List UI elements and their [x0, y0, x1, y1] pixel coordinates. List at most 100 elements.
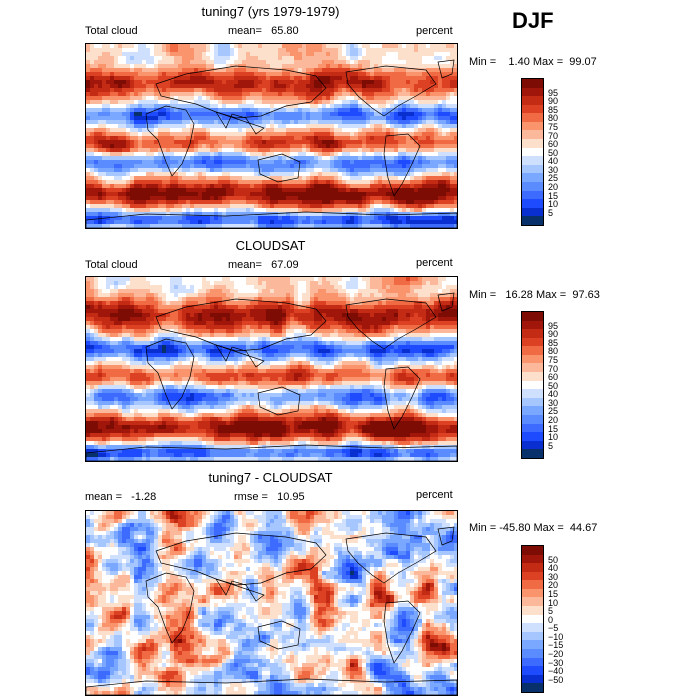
colorbar-swatch — [522, 329, 543, 338]
colorbar-tick-label: 0 — [548, 614, 554, 625]
colorbar-swatch — [522, 554, 543, 564]
colorbar-swatch — [522, 79, 543, 88]
colorbar-tick-label: 60 — [548, 372, 559, 383]
colorbar-swatch — [522, 104, 543, 114]
colorbar-tick-label: 70 — [548, 363, 559, 374]
colorbar-swatch — [522, 113, 543, 122]
panel-2-units-label: percent — [416, 257, 453, 269]
colorbar-tick-label: 40 — [548, 389, 559, 400]
panel-1-title: tuning7 (yrs 1979-1979) — [201, 4, 340, 19]
colorbar-swatch — [522, 207, 543, 217]
colorbar-swatch — [522, 312, 543, 321]
colorbar-tick-label: 10 — [548, 432, 559, 443]
colorbar-swatch — [522, 96, 543, 105]
coastline — [257, 153, 301, 183]
panel-2-colorbar — [521, 311, 544, 459]
colorbar-swatch — [522, 648, 543, 658]
colorbar-tick-label: 30 — [548, 397, 559, 408]
panel-2-minmax: Min = 16.28 Max = 97.63 — [469, 289, 600, 301]
map-field — [86, 44, 457, 228]
coastline — [86, 211, 457, 228]
colorbar-swatch — [522, 181, 543, 191]
colorbar-tick-label: 25 — [548, 406, 559, 417]
colorbar-tick-label: 50 — [548, 147, 559, 158]
coastline — [145, 572, 195, 644]
colorbar-swatch — [522, 139, 543, 148]
coastline — [155, 65, 327, 119]
coastline — [155, 532, 327, 586]
colorbar-tick-label: 40 — [548, 156, 559, 167]
colorbar-tick-label: −5 — [548, 623, 559, 634]
colorbar-swatch — [522, 346, 543, 355]
colorbar-swatch — [522, 571, 543, 581]
panel-1-map — [85, 43, 458, 229]
colorbar-swatch — [522, 563, 543, 572]
colorbar-swatch — [522, 657, 543, 667]
colorbar-swatch — [522, 372, 543, 381]
panel-3-mean-label: mean = -1.28 — [85, 491, 157, 503]
colorbar-tick-label: 20 — [548, 415, 559, 426]
coastline — [345, 298, 437, 350]
colorbar-tick-label: 5 — [548, 207, 554, 218]
colorbar-tick-label: 30 — [548, 571, 559, 582]
colorbar-swatch — [522, 449, 543, 458]
colorbar-swatch — [522, 190, 543, 200]
colorbar-tick-label: 20 — [548, 580, 559, 591]
colorbar-tick-label: 75 — [548, 354, 559, 365]
colorbar-swatch — [522, 623, 543, 632]
colorbar-swatch — [522, 406, 543, 415]
coastline — [86, 678, 457, 695]
coastline — [437, 59, 455, 79]
colorbar-swatch — [522, 614, 543, 624]
colorbar-tick-label: 15 — [548, 588, 559, 599]
panel-1-variable-label: Total cloud — [85, 25, 138, 37]
colorbar-tick-label: 70 — [548, 130, 559, 141]
colorbar-swatch — [522, 606, 543, 615]
colorbar-tick-label: 50 — [548, 554, 559, 565]
coastline — [145, 338, 195, 410]
colorbar-swatch — [522, 147, 543, 157]
colorbar-tick-label: 60 — [548, 139, 559, 150]
colorbar-tick-label: −20 — [548, 649, 564, 660]
colorbar-swatch — [522, 674, 543, 684]
panel-2-title: CLOUDSAT — [235, 238, 306, 253]
colorbar-swatch — [522, 683, 543, 692]
colorbar-swatch — [522, 546, 543, 555]
colorbar-tick-label: 15 — [548, 190, 559, 201]
colorbar-swatch — [522, 423, 543, 433]
colorbar-tick-label: −10 — [548, 631, 564, 642]
panel-2-variable-label: Total cloud — [85, 259, 138, 271]
coastline — [155, 298, 327, 352]
colorbar-tick-label: 50 — [548, 380, 559, 391]
panel-1-colorbar — [521, 78, 544, 226]
colorbar-tick-label: −30 — [548, 657, 564, 668]
coastline — [437, 526, 455, 546]
coastline — [215, 344, 265, 368]
colorbar-swatch — [522, 87, 543, 97]
coastline — [383, 600, 421, 664]
coastline — [145, 105, 195, 177]
colorbar-swatch — [522, 199, 543, 208]
colorbar-swatch — [522, 156, 543, 165]
colorbar-swatch — [522, 597, 543, 607]
colorbar-tick-label: 80 — [548, 113, 559, 124]
colorbar-tick-label: 90 — [548, 329, 559, 340]
colorbar-swatch — [522, 320, 543, 330]
colorbar-swatch — [522, 432, 543, 441]
panel-3-units-label: percent — [416, 489, 453, 501]
colorbar-swatch — [522, 380, 543, 390]
colorbar-tick-label: −40 — [548, 666, 564, 677]
coastline — [257, 386, 301, 416]
coastline — [257, 620, 301, 650]
colorbar-swatch — [522, 363, 543, 373]
panel-2-map — [85, 276, 458, 462]
colorbar-tick-label: 10 — [548, 597, 559, 608]
colorbar-swatch — [522, 354, 543, 364]
colorbar-tick-label: 75 — [548, 121, 559, 132]
map-field — [86, 277, 457, 461]
coastline — [345, 532, 437, 584]
colorbar-tick-label: 25 — [548, 173, 559, 184]
panel-2-mean-label: mean= 67.09 — [228, 259, 299, 271]
colorbar-swatch — [522, 173, 543, 182]
coastline — [86, 444, 457, 461]
